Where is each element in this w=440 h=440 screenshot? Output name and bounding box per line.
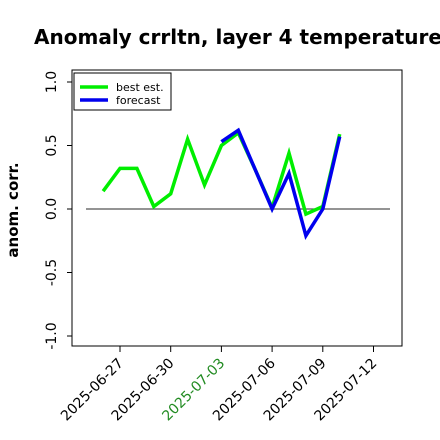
y-axis-label: anom. corr. xyxy=(4,162,22,257)
y-tick-label: -0.5 xyxy=(44,259,60,286)
y-tick-label: 1.0 xyxy=(44,71,60,93)
y-tick-label: 0.0 xyxy=(44,198,60,220)
legend-label: forecast xyxy=(116,94,161,107)
legend-label: best est. xyxy=(116,81,164,94)
y-tick-label: -1.0 xyxy=(44,322,60,349)
legend-box xyxy=(73,72,172,111)
series-line-forecast xyxy=(220,127,342,240)
chart-title: Anomaly crrltn, layer 4 temperature xyxy=(34,25,440,49)
y-axis: -1.0 -0.5 0.0 0.5 1.0 xyxy=(44,71,72,350)
y-tick-label: 0.5 xyxy=(44,134,60,156)
series-line-best-est xyxy=(101,130,342,217)
x-axis: 2025-06-272025-06-302025-07-032025-07-06… xyxy=(58,346,380,424)
legend: best est.forecast xyxy=(73,72,172,111)
plot-frame xyxy=(71,69,403,347)
series-layer xyxy=(101,127,342,240)
